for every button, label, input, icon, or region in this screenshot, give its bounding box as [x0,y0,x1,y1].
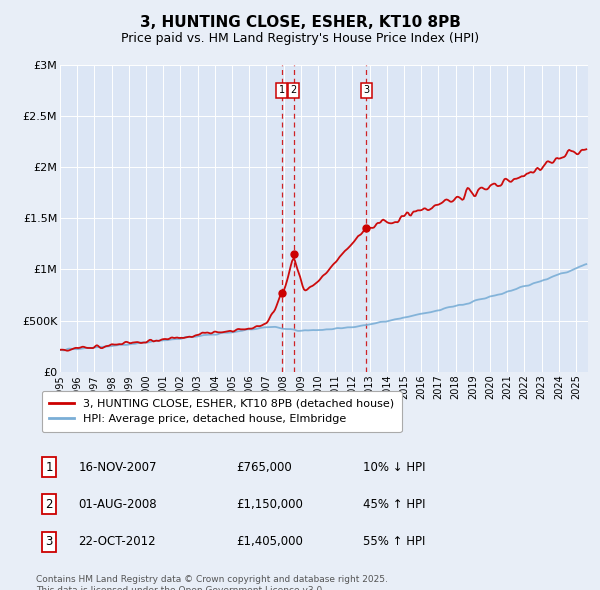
Text: £1,150,000: £1,150,000 [236,498,304,511]
Text: 01-AUG-2008: 01-AUG-2008 [78,498,157,511]
Text: 3, HUNTING CLOSE, ESHER, KT10 8PB: 3, HUNTING CLOSE, ESHER, KT10 8PB [140,15,460,30]
Text: 22-OCT-2012: 22-OCT-2012 [78,535,156,548]
Text: 45% ↑ HPI: 45% ↑ HPI [364,498,426,511]
Text: 2: 2 [290,86,296,96]
Text: 10% ↓ HPI: 10% ↓ HPI [364,461,426,474]
Text: 16-NOV-2007: 16-NOV-2007 [78,461,157,474]
Text: 2: 2 [46,498,53,511]
Text: Contains HM Land Registry data © Crown copyright and database right 2025.
This d: Contains HM Land Registry data © Crown c… [36,575,388,590]
Text: 3: 3 [363,86,369,96]
Text: 1: 1 [278,86,284,96]
Text: £765,000: £765,000 [236,461,292,474]
Text: £1,405,000: £1,405,000 [236,535,304,548]
Text: 55% ↑ HPI: 55% ↑ HPI [364,535,426,548]
Text: 1: 1 [46,461,53,474]
Text: 3: 3 [46,535,53,548]
Legend: 3, HUNTING CLOSE, ESHER, KT10 8PB (detached house), HPI: Average price, detached: 3, HUNTING CLOSE, ESHER, KT10 8PB (detac… [41,391,401,432]
Text: Price paid vs. HM Land Registry's House Price Index (HPI): Price paid vs. HM Land Registry's House … [121,32,479,45]
